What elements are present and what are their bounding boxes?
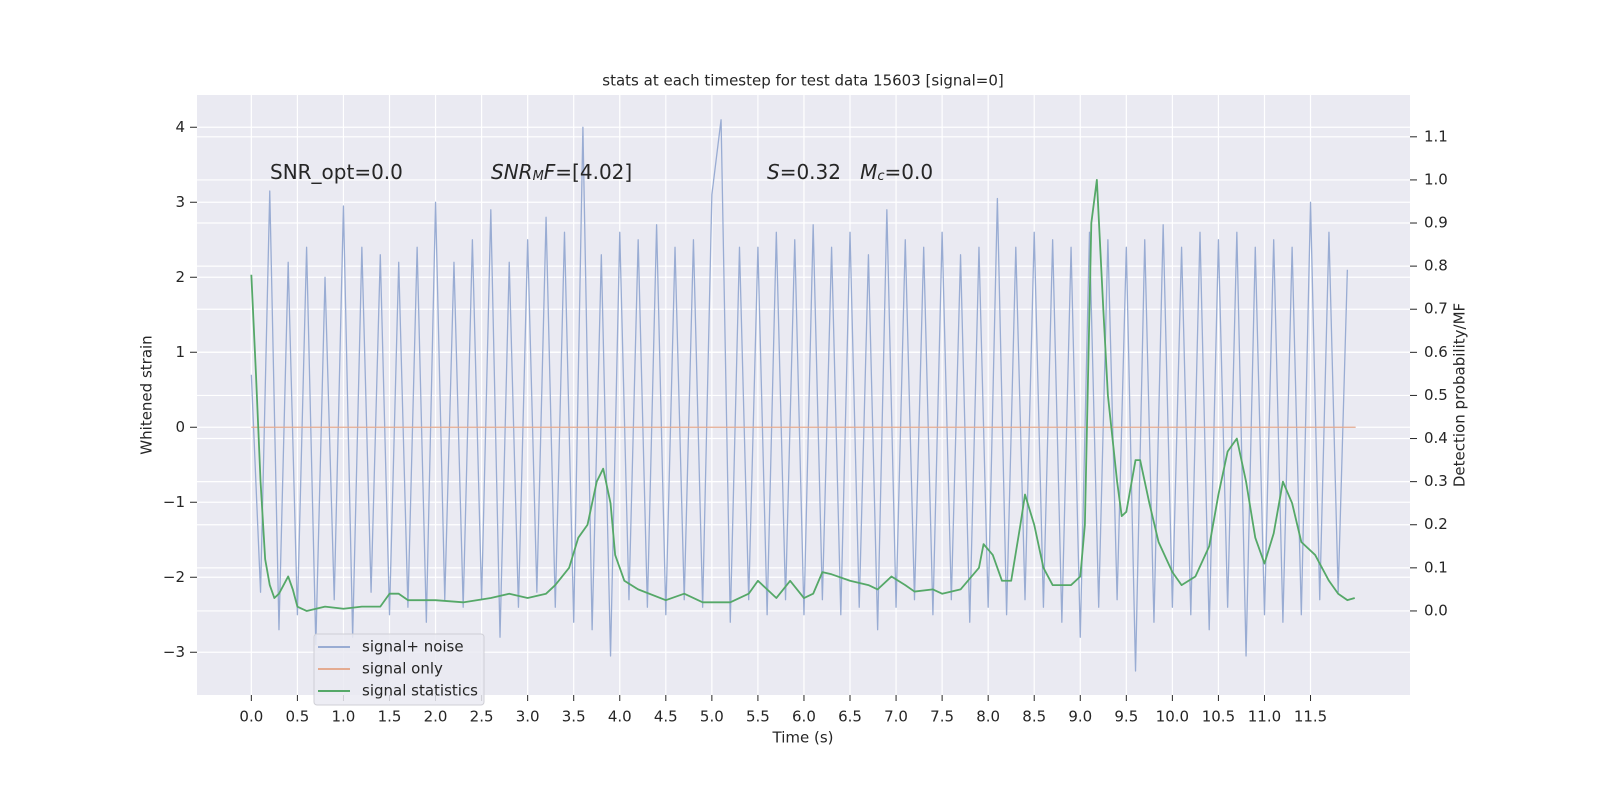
annotation-part: c [877, 169, 884, 184]
x-tick-label: 3.0 [516, 708, 540, 726]
x-tick-label: 7.0 [884, 708, 908, 726]
y2-tick-label: 0.6 [1424, 343, 1448, 361]
x-tick-label: 9.0 [1068, 708, 1092, 726]
x-tick-label: 6.0 [792, 708, 816, 726]
y2-tick-label: 0.4 [1424, 429, 1448, 447]
y-tick-label: −1 [163, 493, 185, 511]
y2-tick-label: 0.5 [1424, 386, 1448, 404]
y2-tick-label: 0.0 [1424, 601, 1448, 619]
x-tick-label: 11.0 [1248, 708, 1281, 726]
annotation: S=0.32 Mc=0.0 [767, 160, 933, 185]
y2-axis-label: Detection probability/MF [1451, 303, 1469, 487]
x-axis-label: Time (s) [772, 729, 834, 747]
y-tick-label: 2 [175, 268, 185, 286]
y2-tick-label: 1.0 [1424, 170, 1448, 188]
annotation-part: S [767, 160, 780, 184]
y-axis-label: Whitened strain [138, 335, 156, 454]
x-tick-label: 0.0 [239, 708, 263, 726]
y2-tick-label: 0.3 [1424, 472, 1448, 490]
legend-label: signal only [362, 660, 443, 678]
x-tick-label: 1.5 [378, 708, 402, 726]
legend-label: signal+ noise [362, 638, 464, 656]
annotation-part: F [544, 160, 556, 184]
x-tick-label: 0.5 [285, 708, 309, 726]
annotation-part: =[4.02] [555, 160, 632, 184]
y-tick-label: 1 [175, 343, 185, 361]
x-tick-label: 8.5 [1022, 708, 1046, 726]
x-tick-label: 5.5 [746, 708, 770, 726]
chart-title: stats at each timestep for test data 156… [602, 72, 1003, 90]
series-line [250, 179, 1355, 612]
x-tick-label: 5.0 [700, 708, 724, 726]
y2-tick-label: 0.9 [1424, 214, 1448, 232]
x-tick-label: 10.5 [1202, 708, 1235, 726]
annotation-part: =0.0 [885, 160, 934, 184]
y-tick-label: −3 [163, 643, 185, 661]
y2-tick-label: 0.8 [1424, 257, 1448, 275]
y-tick-label: 4 [175, 118, 185, 136]
y2-tick-label: 0.2 [1424, 515, 1448, 533]
y-tick-label: 0 [175, 418, 185, 436]
x-tick-label: 11.5 [1294, 708, 1327, 726]
annotation-part: SNR [491, 160, 533, 184]
x-tick-label: 6.5 [838, 708, 862, 726]
y-tick-label: −2 [163, 568, 185, 586]
x-tick-label: 10.0 [1156, 708, 1189, 726]
x-tick-label: 7.5 [930, 708, 954, 726]
y2-tick-label: 0.7 [1424, 300, 1448, 318]
x-tick-label: 4.0 [608, 708, 632, 726]
annotation-part: M [533, 169, 544, 184]
y2-tick-label: 0.1 [1424, 558, 1448, 576]
y-tick-label: 3 [175, 193, 185, 211]
x-tick-label: 4.5 [654, 708, 678, 726]
x-tick-label: 9.5 [1114, 708, 1138, 726]
annotation-part: M [860, 160, 877, 184]
x-tick-label: 8.0 [976, 708, 1000, 726]
y2-tick-label: 1.1 [1424, 127, 1448, 145]
annotation-part: SNR_opt=0.0 [270, 160, 403, 184]
x-tick-label: 2.5 [470, 708, 494, 726]
x-tick-label: 1.0 [332, 708, 356, 726]
annotation: SNRMF=[4.02] [491, 160, 632, 185]
x-tick-label: 3.5 [562, 708, 586, 726]
legend-box [313, 633, 485, 706]
annotation: SNR_opt=0.0 [270, 160, 403, 184]
annotation-part: =0.32 [780, 160, 860, 184]
x-tick-label: 2.0 [424, 708, 448, 726]
legend-label: signal statistics [362, 682, 478, 700]
